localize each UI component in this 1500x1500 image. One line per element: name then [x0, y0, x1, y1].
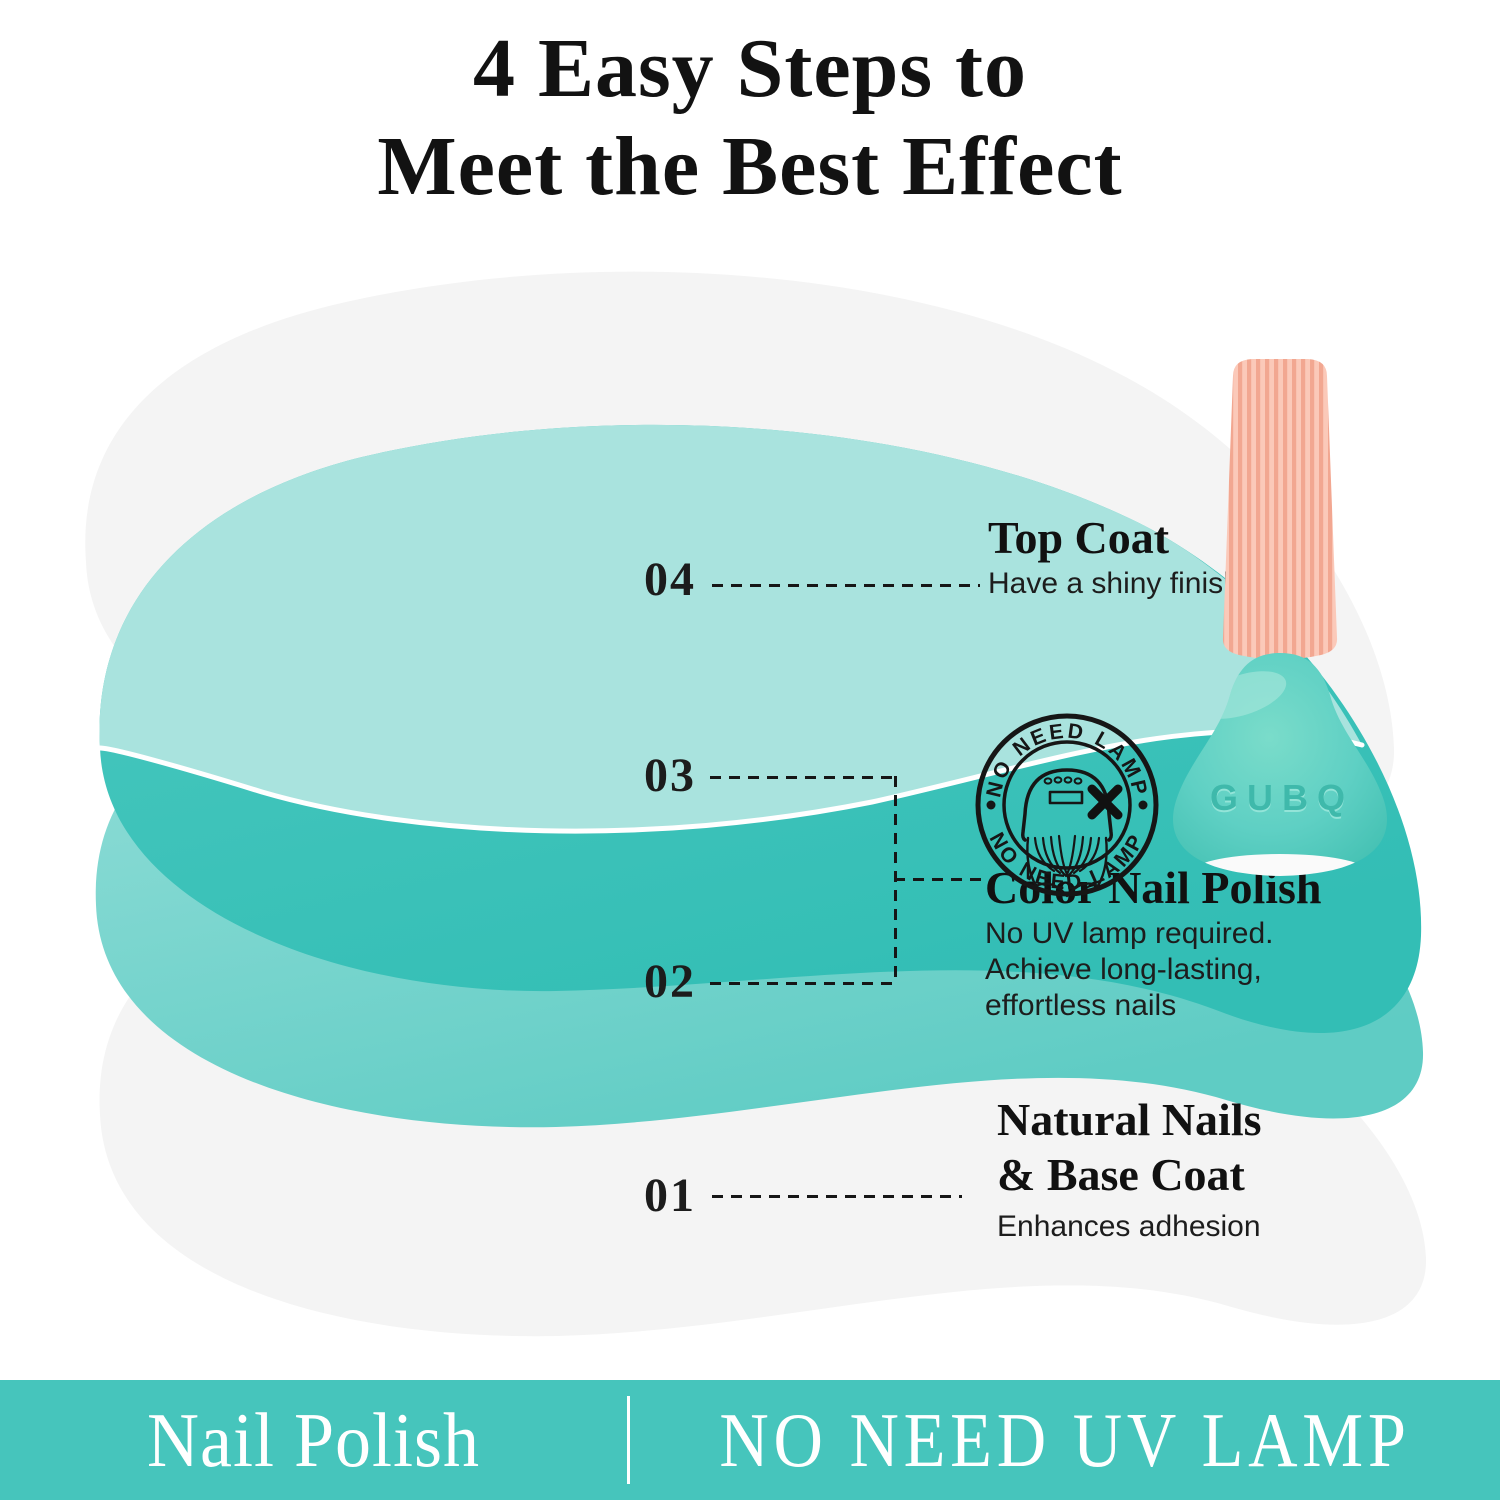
leader-line-02	[710, 982, 897, 985]
note-top-coat: Top Coat Have a shiny finish	[988, 512, 1240, 601]
leader-line-03-02-connector	[894, 878, 989, 881]
layer-03-top-face	[99, 424, 1362, 832]
bottle-illustration: GUBQ GUBQ	[1173, 359, 1387, 876]
badge-inner-circle	[1002, 740, 1132, 870]
badge-right-dot	[1138, 800, 1148, 810]
svg-text:NO NEED LAMP: NO NEED LAMP	[985, 829, 1150, 895]
title-line-1: 4 Easy Steps to	[472, 22, 1028, 115]
step-number-01: 01	[644, 1169, 696, 1222]
badge-left-dot	[986, 800, 996, 810]
leader-line-04	[712, 584, 980, 587]
layer-divider-highlight	[97, 728, 1365, 834]
banner-no-uv-lamp-label: NO NEED UV LAMP	[719, 1396, 1411, 1483]
natural-nails-desc: Enhances adhesion	[997, 1210, 1261, 1243]
bottle-brand-emboss: GUBQ GUBQ	[1210, 777, 1354, 820]
title-line-2: Meet the Best Effect	[377, 120, 1123, 213]
note-natural-nails: Natural Nails & Base Coat Enhances adhes…	[997, 1092, 1262, 1244]
badge-outer-circle	[975, 713, 1159, 897]
bottle-brand-text: GUBQ	[1210, 777, 1354, 818]
color-polish-desc-2: Achieve long-lasting,	[985, 953, 1262, 986]
leader-line-01	[712, 1195, 962, 1198]
no-need-lamp-badge: NO NEED LAMP NO NEED LAMP	[972, 710, 1162, 900]
bottle-brand-shadow: GUBQ	[1210, 779, 1354, 820]
banner-divider	[627, 1396, 630, 1484]
bottom-banner: Nail Polish NO NEED UV LAMP	[0, 1380, 1500, 1500]
bottle-cap	[1222, 359, 1338, 660]
top-coat-heading: Top Coat	[988, 512, 1170, 563]
page-title: 4 Easy Steps to Meet the Best Effect	[0, 20, 1500, 216]
leader-line-03	[710, 776, 897, 779]
step-number-03: 03	[644, 749, 696, 802]
uv-lamp-crossed-icon	[1021, 768, 1123, 898]
step-number-02: 02	[644, 955, 696, 1008]
no-need-lamp-stamp-icon: NO NEED LAMP NO NEED LAMP	[975, 713, 1159, 898]
badge-bottom-text: NO NEED LAMP	[985, 829, 1147, 895]
banner-nail-polish-label: Nail Polish	[146, 1396, 481, 1483]
natural-nails-heading-line2: & Base Coat	[997, 1149, 1245, 1200]
color-polish-desc-1: No UV lamp required.	[985, 917, 1274, 950]
color-polish-desc-3: effortless nails	[985, 989, 1177, 1022]
natural-nails-heading-line1: Natural Nails	[997, 1094, 1262, 1145]
step-number-04: 04	[644, 553, 696, 606]
bottle-glass-base	[1194, 854, 1366, 876]
top-coat-desc: Have a shiny finish	[988, 567, 1240, 600]
nail-polish-bottle: GUBQ GUBQ	[1130, 350, 1430, 890]
